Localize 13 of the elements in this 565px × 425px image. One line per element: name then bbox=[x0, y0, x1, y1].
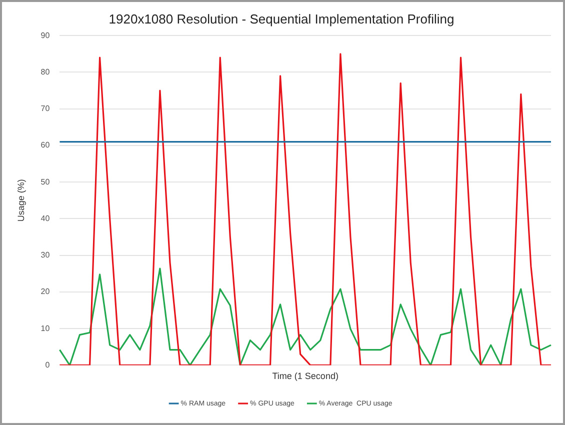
y-tick-label: 60 bbox=[40, 140, 50, 150]
y-tick-label: 30 bbox=[40, 250, 50, 260]
y-tick-label: 10 bbox=[40, 324, 50, 333]
y-axis-title: Usage (%) bbox=[16, 179, 26, 222]
y-tick-label: 70 bbox=[40, 104, 50, 114]
x-axis-title: Time (1 Second) bbox=[272, 371, 338, 382]
y-tick-label: 0 bbox=[45, 360, 50, 370]
y-tick-label: 90 bbox=[40, 30, 50, 40]
y-tick-label: 20 bbox=[40, 287, 50, 296]
y-tick-label: 40 bbox=[40, 214, 50, 223]
y-tick-label: 80 bbox=[40, 67, 50, 76]
chart-title: 1920x1080 Resolution - Sequential Implementation Profiling bbox=[108, 11, 454, 26]
y-tick-label: 50 bbox=[40, 177, 50, 186]
